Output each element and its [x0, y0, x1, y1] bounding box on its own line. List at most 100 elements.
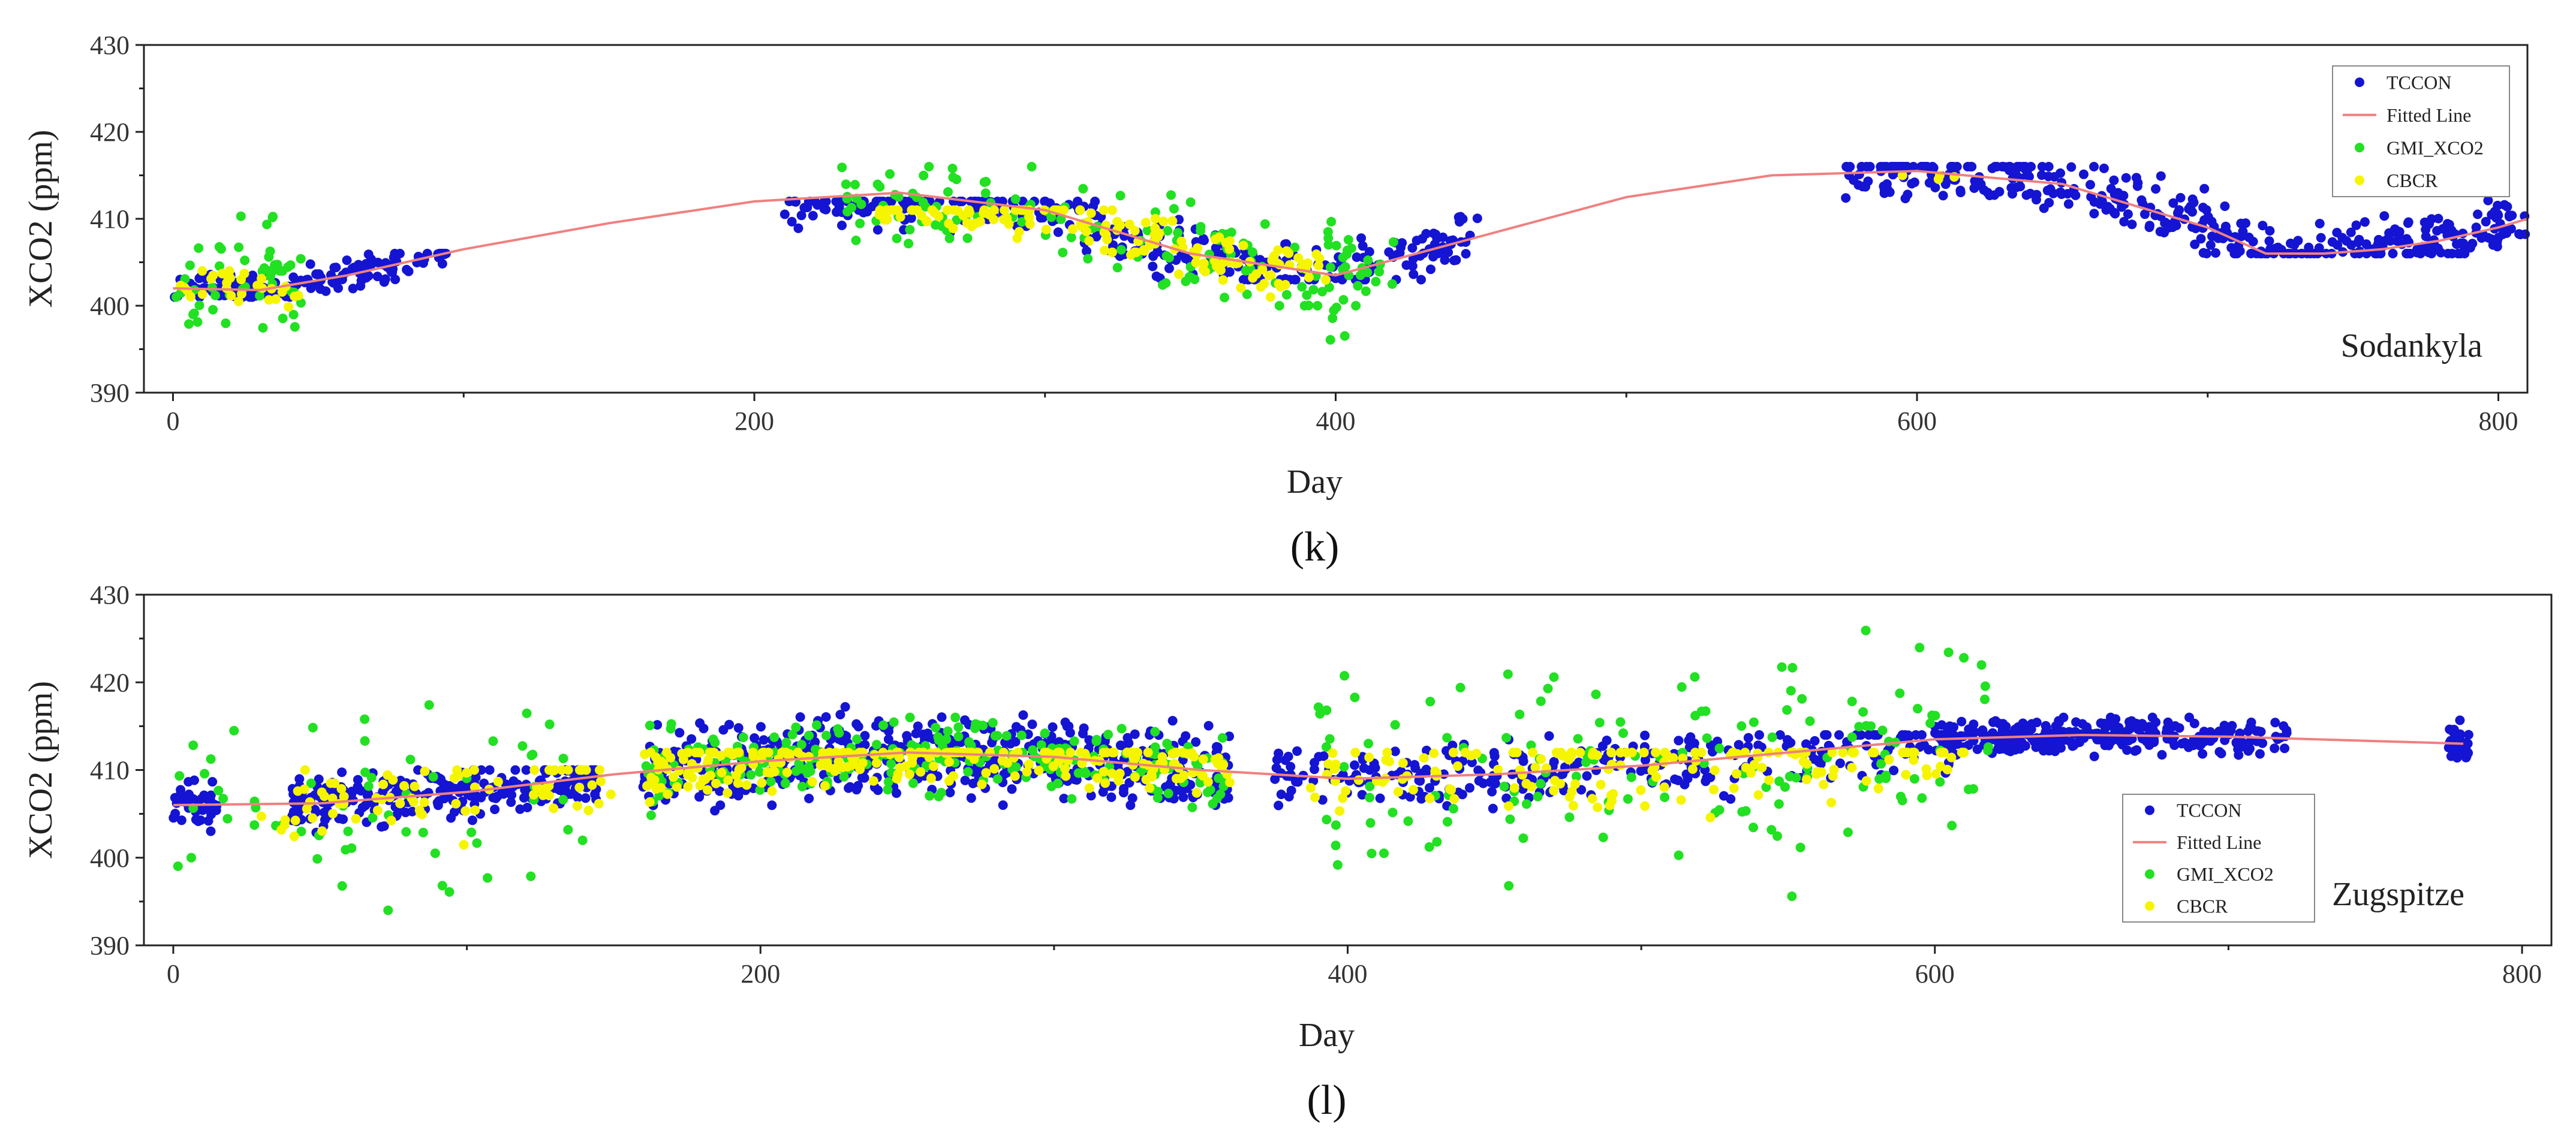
point-cbcr [226, 291, 236, 301]
point-cbcr [596, 776, 606, 787]
point-cbcr [727, 750, 738, 760]
point-cbcr [327, 793, 338, 803]
point-gmi-xco2 [1980, 681, 1990, 691]
point-gmi-xco2 [947, 164, 958, 173]
point-tccon [377, 822, 387, 832]
point-cbcr [1861, 776, 1871, 786]
point-cbcr [1764, 748, 1774, 758]
point-tccon [1407, 261, 1418, 271]
point-cbcr [1729, 783, 1739, 793]
point-tccon [715, 786, 725, 796]
point-gmi-xco2 [1187, 802, 1197, 812]
point-tccon [1148, 261, 1158, 272]
point-tccon [1946, 729, 1957, 739]
point-gmi-xco2 [1163, 788, 1173, 798]
point-cbcr [928, 761, 938, 772]
panel-l: 0 200 400 600 800 390 400 410 420 430 Day XCO2 (… [22, 580, 2553, 1123]
point-gmi-xco2 [1895, 791, 1906, 801]
point-tccon [373, 257, 383, 267]
point-cbcr [277, 287, 287, 297]
point-gmi-xco2 [428, 772, 438, 782]
point-tccon [1909, 162, 1918, 171]
point-tccon [860, 731, 870, 741]
point-cbcr [1173, 269, 1184, 279]
point-gmi-xco2 [1935, 777, 1945, 787]
point-cbcr [1659, 757, 1669, 767]
point-cbcr [1196, 769, 1206, 779]
point-cbcr [1567, 787, 1577, 797]
point-gmi-xco2 [934, 791, 944, 801]
point-cbcr [1171, 748, 1181, 758]
point-tccon [2031, 742, 2041, 752]
point-tccon [2196, 234, 2206, 244]
point-tccon [1955, 188, 1966, 197]
point-tccon [2473, 209, 2482, 219]
point-cbcr [1093, 773, 1102, 783]
point-cbcr [1425, 793, 1435, 803]
point-gmi-xco2 [1549, 672, 1559, 682]
point-gmi-xco2 [1787, 662, 1798, 673]
point-gmi-xco2 [1046, 781, 1057, 791]
point-tccon [2483, 195, 2493, 206]
point-cbcr [1696, 748, 1707, 758]
point-tccon [1274, 748, 1284, 758]
point-tccon [1086, 791, 1096, 801]
point-cbcr [276, 825, 287, 835]
point-tccon [2169, 740, 2180, 751]
point-gmi-xco2 [1365, 781, 1375, 791]
point-tccon [832, 207, 841, 217]
point-gmi-xco2 [430, 848, 440, 858]
point-tccon [960, 775, 970, 785]
point-tccon [1292, 746, 1302, 756]
point-tccon [1856, 162, 1867, 171]
point-gmi-xco2 [1353, 281, 1363, 291]
point-gmi-xco2 [1690, 672, 1700, 682]
point-cbcr [807, 777, 817, 787]
point-gmi-xco2 [855, 218, 865, 228]
point-cbcr [308, 813, 318, 823]
point-tccon [1888, 162, 1898, 171]
point-tccon [756, 722, 766, 732]
x-tick-label: 0 [167, 959, 180, 989]
point-gmi-xco2 [950, 712, 961, 722]
point-gmi-xco2 [1185, 197, 1196, 207]
panel-k-x-axis-title: Day [1287, 463, 1343, 501]
point-gmi-xco2 [1805, 716, 1815, 726]
point-tccon [2360, 217, 2370, 227]
point-gmi-xco2 [1536, 696, 1546, 706]
point-cbcr [1198, 754, 1208, 764]
point-tccon [1018, 197, 1028, 206]
point-tccon [484, 765, 495, 775]
point-cbcr [1025, 219, 1035, 229]
point-tccon [2256, 727, 2266, 737]
point-gmi-xco2 [1677, 682, 1687, 692]
point-tccon [804, 794, 814, 803]
point-cbcr [907, 205, 917, 215]
point-tccon [2236, 218, 2246, 228]
point-tccon [2226, 725, 2236, 736]
point-tccon [2265, 226, 2275, 236]
point-tccon [1810, 736, 1820, 746]
point-tccon [1856, 730, 1866, 740]
point-gmi-xco2 [918, 197, 928, 207]
point-cbcr [793, 748, 803, 758]
point-tccon [590, 790, 600, 800]
point-tccon [1191, 737, 1201, 747]
point-cbcr [574, 782, 585, 793]
point-tccon [2198, 203, 2208, 213]
point-tccon [1448, 740, 1458, 751]
point-cbcr [1570, 779, 1580, 789]
point-tccon [2452, 748, 2462, 758]
point-gmi-xco2 [1581, 757, 1591, 767]
point-cbcr [556, 765, 567, 775]
point-cbcr [217, 269, 227, 279]
point-cbcr [1265, 292, 1275, 302]
point-tccon [2086, 180, 2095, 190]
point-gmi-xco2 [834, 728, 844, 738]
point-gmi-xco2 [1282, 290, 1292, 300]
point-gmi-xco2 [1362, 267, 1373, 278]
point-gmi-xco2 [1515, 709, 1525, 719]
point-cbcr [587, 780, 597, 790]
point-cbcr [1528, 748, 1538, 758]
point-gmi-xco2 [1388, 807, 1398, 818]
